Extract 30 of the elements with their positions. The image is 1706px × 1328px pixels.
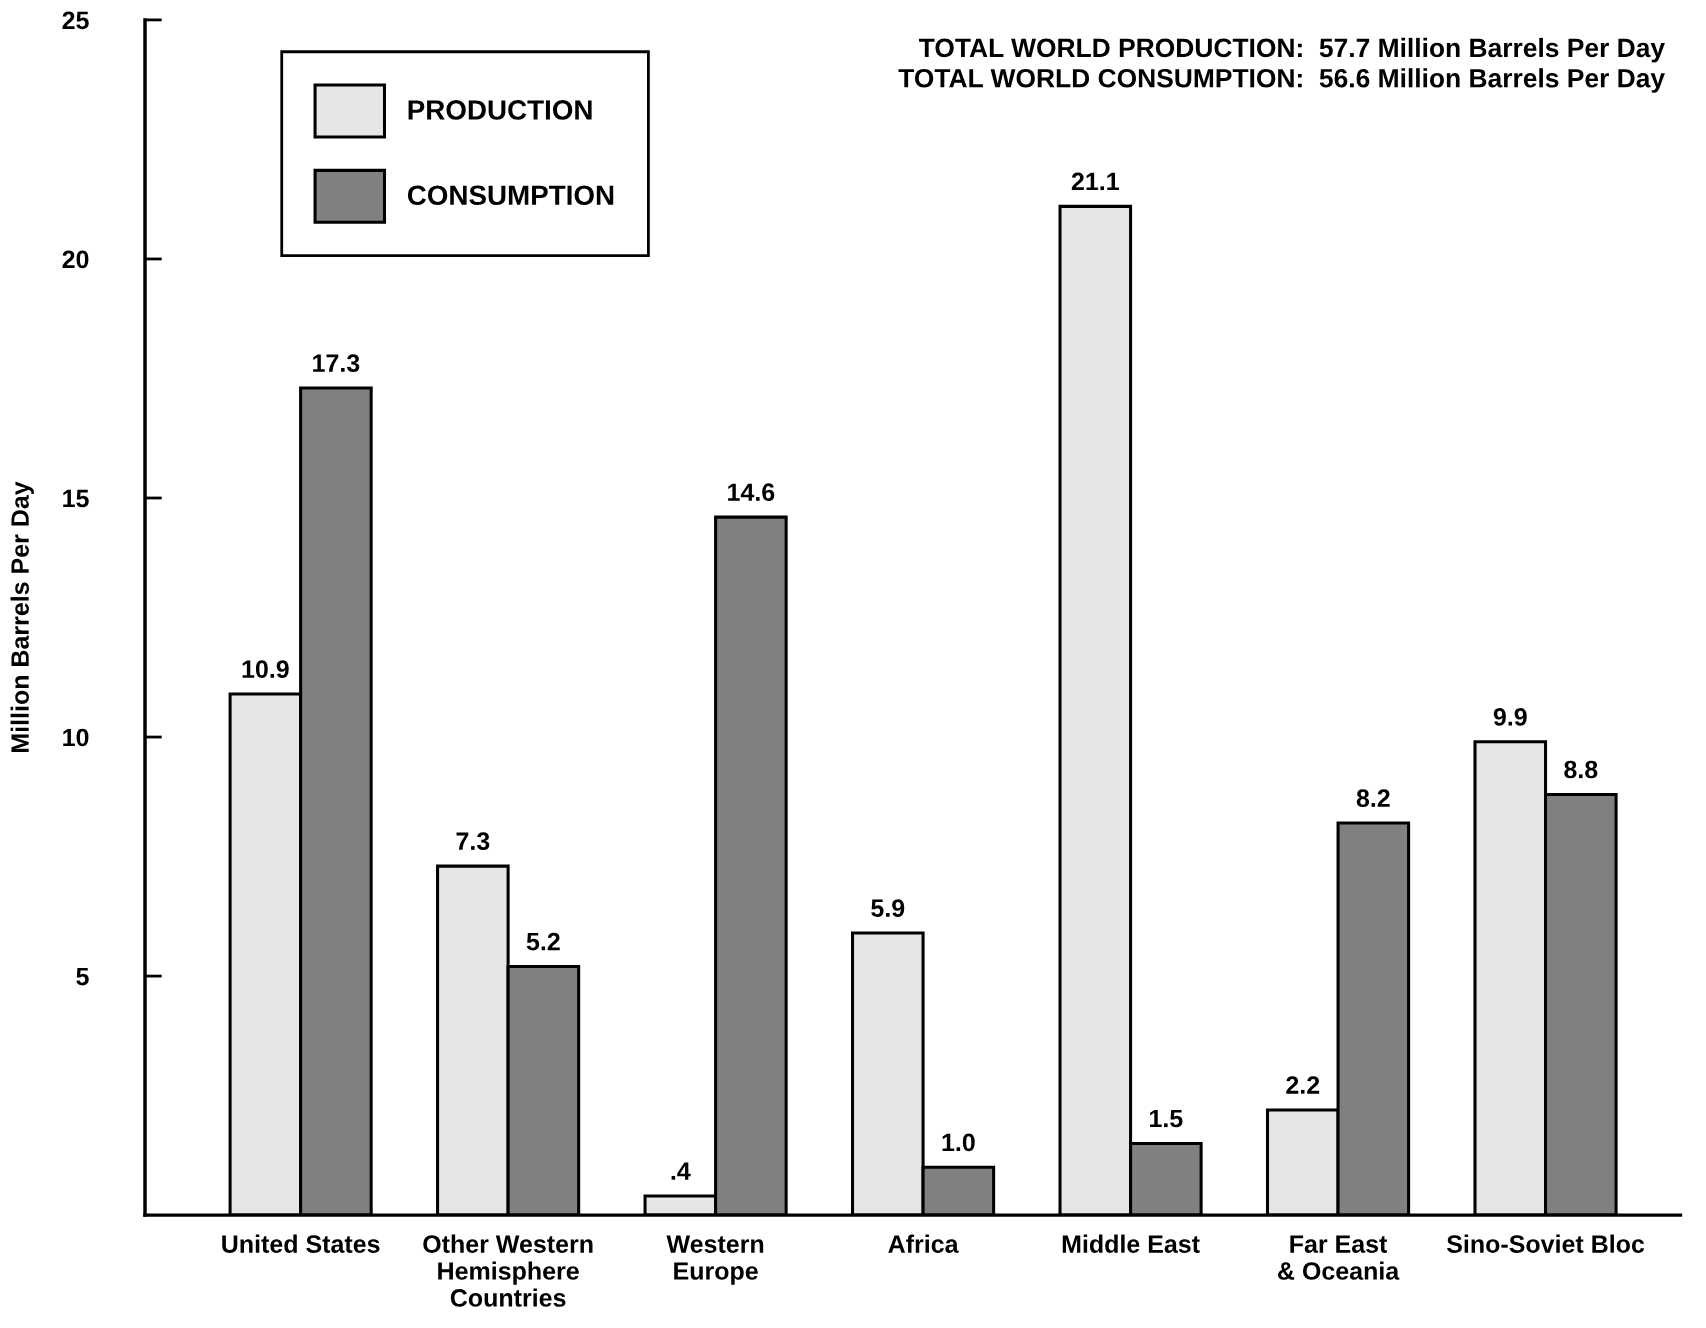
y-tick-label: 15 xyxy=(63,489,89,508)
data-label: 2.2 xyxy=(1286,1076,1320,1094)
data-label: .4 xyxy=(671,1162,691,1180)
x-tick-label: Sino-Soviet Bloc xyxy=(1446,1234,1645,1253)
y-axis-title: Million Barrels Per Day xyxy=(10,481,34,753)
data-label: 7.3 xyxy=(456,832,490,851)
data-label: 5.2 xyxy=(526,932,560,951)
data-label: 8.8 xyxy=(1564,760,1598,779)
y-tick-label: 5 xyxy=(76,967,89,986)
x-tick-label: Western Europe xyxy=(666,1235,764,1285)
y-tick-label: 20 xyxy=(62,250,89,269)
data-label: 8.2 xyxy=(1356,789,1390,808)
data-label: 5.9 xyxy=(871,899,905,917)
data-label: 21.1 xyxy=(1071,172,1119,191)
data-label: 10.9 xyxy=(242,660,289,678)
x-tick-label: Africa xyxy=(888,1234,959,1253)
data-label: 17.3 xyxy=(313,354,360,373)
legend-label: PRODUCTION xyxy=(408,100,592,120)
data-label: 9.9 xyxy=(1493,708,1527,726)
x-tick-label: Other Western Hemisphere Countries xyxy=(423,1234,593,1307)
annotation: TOTAL WORLD PRODUCTION: 57.7 Million Barrels Per Day TOTAL WORLD CONSUMPTION: 56.6 Million Barrels Per Day xyxy=(898,37,1665,93)
legend-label: CONSUMPTION xyxy=(407,185,614,206)
data-label: 1.0 xyxy=(942,1133,975,1152)
data-label: 1.5 xyxy=(1150,1109,1183,1128)
x-tick-label: Far East & Oceania xyxy=(1278,1235,1400,1280)
x-tick-label: United States xyxy=(222,1234,380,1253)
y-tick-label: 25 xyxy=(62,11,89,30)
data-label: 14.6 xyxy=(728,483,775,502)
x-tick-label: Middle East xyxy=(1062,1234,1200,1253)
y-tick-label: 10 xyxy=(63,728,89,747)
